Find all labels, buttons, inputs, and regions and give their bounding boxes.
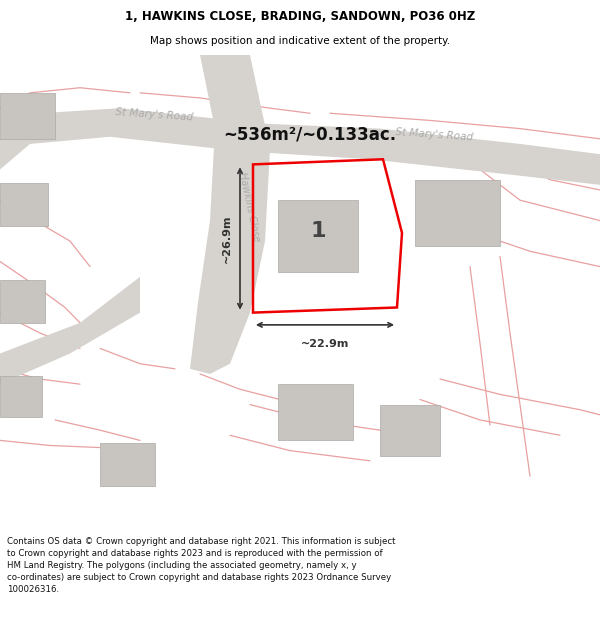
Text: Map shows position and indicative extent of the property.: Map shows position and indicative extent… [150,36,450,46]
Bar [278,200,358,272]
Bar [380,404,440,456]
Bar [0,182,48,226]
Bar [0,376,42,417]
Bar [415,180,500,246]
Text: St Mary's Road: St Mary's Road [395,127,473,143]
Bar [100,444,155,486]
Polygon shape [190,55,270,374]
Text: St Mary's Road: St Mary's Road [115,107,193,123]
Text: ~22.9m: ~22.9m [301,339,349,349]
Text: ~536m²/~0.133ac.: ~536m²/~0.133ac. [223,126,397,144]
Polygon shape [0,277,140,384]
Bar [0,280,45,323]
Text: Hawkins Close: Hawkins Close [237,172,262,243]
Bar [0,93,55,139]
Text: 1, HAWKINS CLOSE, BRADING, SANDOWN, PO36 0HZ: 1, HAWKINS CLOSE, BRADING, SANDOWN, PO36… [125,10,475,23]
Text: Contains OS data © Crown copyright and database right 2021. This information is : Contains OS data © Crown copyright and d… [7,538,396,594]
Bar [278,384,353,441]
Text: ~26.9m: ~26.9m [222,214,232,262]
Text: 1: 1 [310,221,326,241]
Polygon shape [0,108,600,185]
